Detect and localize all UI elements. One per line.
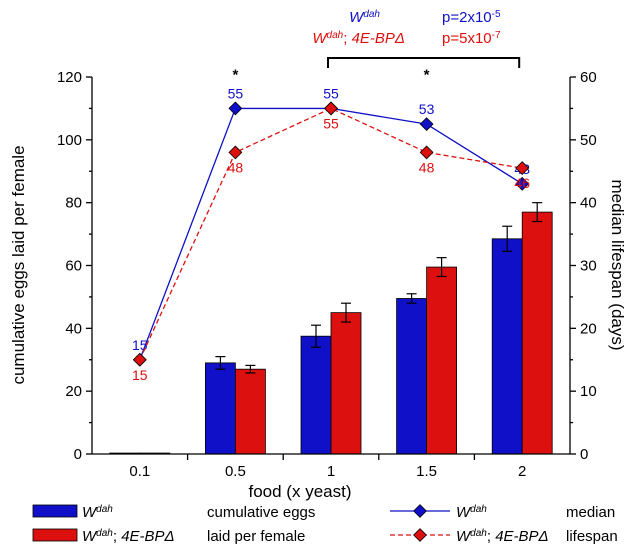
y2-tick-label: 20 <box>580 320 597 337</box>
legend-bar-swatch <box>32 504 78 518</box>
y-tick-label: 100 <box>57 132 82 149</box>
x-tick-label: 2 <box>518 463 526 480</box>
bars-layer <box>109 202 553 455</box>
y-tick-label: 120 <box>57 69 82 86</box>
lifespan-data-label: 48 <box>419 159 435 175</box>
y2-tick-label: 10 <box>580 383 597 400</box>
bar <box>396 298 428 455</box>
significance-bracket <box>327 57 521 68</box>
y2-tick-label: 0 <box>580 446 588 463</box>
y2-tick-label: 30 <box>580 258 597 275</box>
y-tick-label: 80 <box>65 195 82 212</box>
lifespan-data-label: 48 <box>228 159 244 175</box>
significance-star: * <box>232 66 238 83</box>
lifespan-data-label: 55 <box>323 85 339 101</box>
significance-star: * <box>424 66 430 83</box>
x-axis-title: food (x yeast) <box>249 482 352 501</box>
lifespan-marker <box>515 161 530 176</box>
x-tick-label: 0.5 <box>225 463 246 480</box>
legend-line-marker <box>413 528 427 542</box>
lifespan-line <box>139 107 523 361</box>
bar <box>521 211 553 455</box>
legend-bar-label: Wdah <box>82 504 113 522</box>
y2-tick-label: 50 <box>580 132 597 149</box>
bracket-pvalue-label: p=5x10-7 <box>442 30 501 48</box>
lifespan-data-label: 55 <box>323 115 339 131</box>
lifespan-marker <box>228 101 243 116</box>
lifespan-data-label: 15 <box>132 337 148 353</box>
axes-layer: 0 20 40 60 80 100 120 0 10 20 30 40 50 60 0.1 0.5 1 1.5 2 <box>57 69 597 480</box>
lifespan-marker <box>419 145 434 160</box>
bracket-genotype-label: Wdah; 4E-BPΔ <box>312 30 405 48</box>
legend-line-label: Wdah <box>456 504 487 522</box>
bar <box>426 266 458 455</box>
bar <box>300 335 332 455</box>
lifespan-marker <box>515 176 530 191</box>
y-axis-title: cumulative eggs laid per female <box>9 145 28 384</box>
legend-layer: Wdah Wdah; 4E-BPΔ cumulative eggs laid per … <box>32 504 618 546</box>
y2-tick-label: 40 <box>580 195 597 212</box>
lifespan-data-label: 53 <box>419 101 435 117</box>
annotation-layer: * * Wdah p=2x10-5 Wdah; 4E-BPΔ p=5x10-7 <box>232 9 521 83</box>
legend-bar-group-label: cumulative eggs <box>207 504 315 521</box>
lifespan-data-label: 55 <box>228 85 244 101</box>
bar <box>491 238 523 455</box>
y-tick-label: 60 <box>65 258 82 275</box>
lines-layer: 15555553431548554846 <box>132 85 530 382</box>
legend-bar-label: Wdah; 4E-BPΔ <box>82 528 175 546</box>
legend-bar-swatch <box>32 528 78 542</box>
x-tick-label: 1 <box>327 463 335 480</box>
bracket-pvalue-label: p=2x10-5 <box>442 9 501 27</box>
bar <box>330 312 362 455</box>
lifespan-data-label: 46 <box>514 175 530 191</box>
y2-tick-label: 60 <box>580 69 597 86</box>
x-tick-label: 0.1 <box>129 463 150 480</box>
lifespan-marker <box>419 117 434 132</box>
legend-bar-group-label: laid per female <box>207 528 305 545</box>
y-tick-label: 40 <box>65 320 82 337</box>
legend-line-label: Wdah; 4E-BPΔ <box>456 528 549 546</box>
lifespan-data-label: 15 <box>132 367 148 383</box>
lifespan-marker <box>132 352 147 367</box>
legend-line-group-label: median <box>566 504 615 521</box>
bar <box>234 368 266 455</box>
legend-line-marker <box>413 504 427 518</box>
lifespan-marker <box>324 101 338 116</box>
bar <box>204 362 236 455</box>
x-tick-label: 1.5 <box>416 463 437 480</box>
legend-line-group-label: lifespan <box>566 528 618 545</box>
bracket-genotype-label: Wdah <box>349 9 380 27</box>
y2-axis-title: median lifespan (days) <box>608 179 627 350</box>
y-tick-label: 20 <box>65 383 82 400</box>
lifespan-marker <box>228 145 243 160</box>
y-tick-label: 0 <box>74 446 82 463</box>
